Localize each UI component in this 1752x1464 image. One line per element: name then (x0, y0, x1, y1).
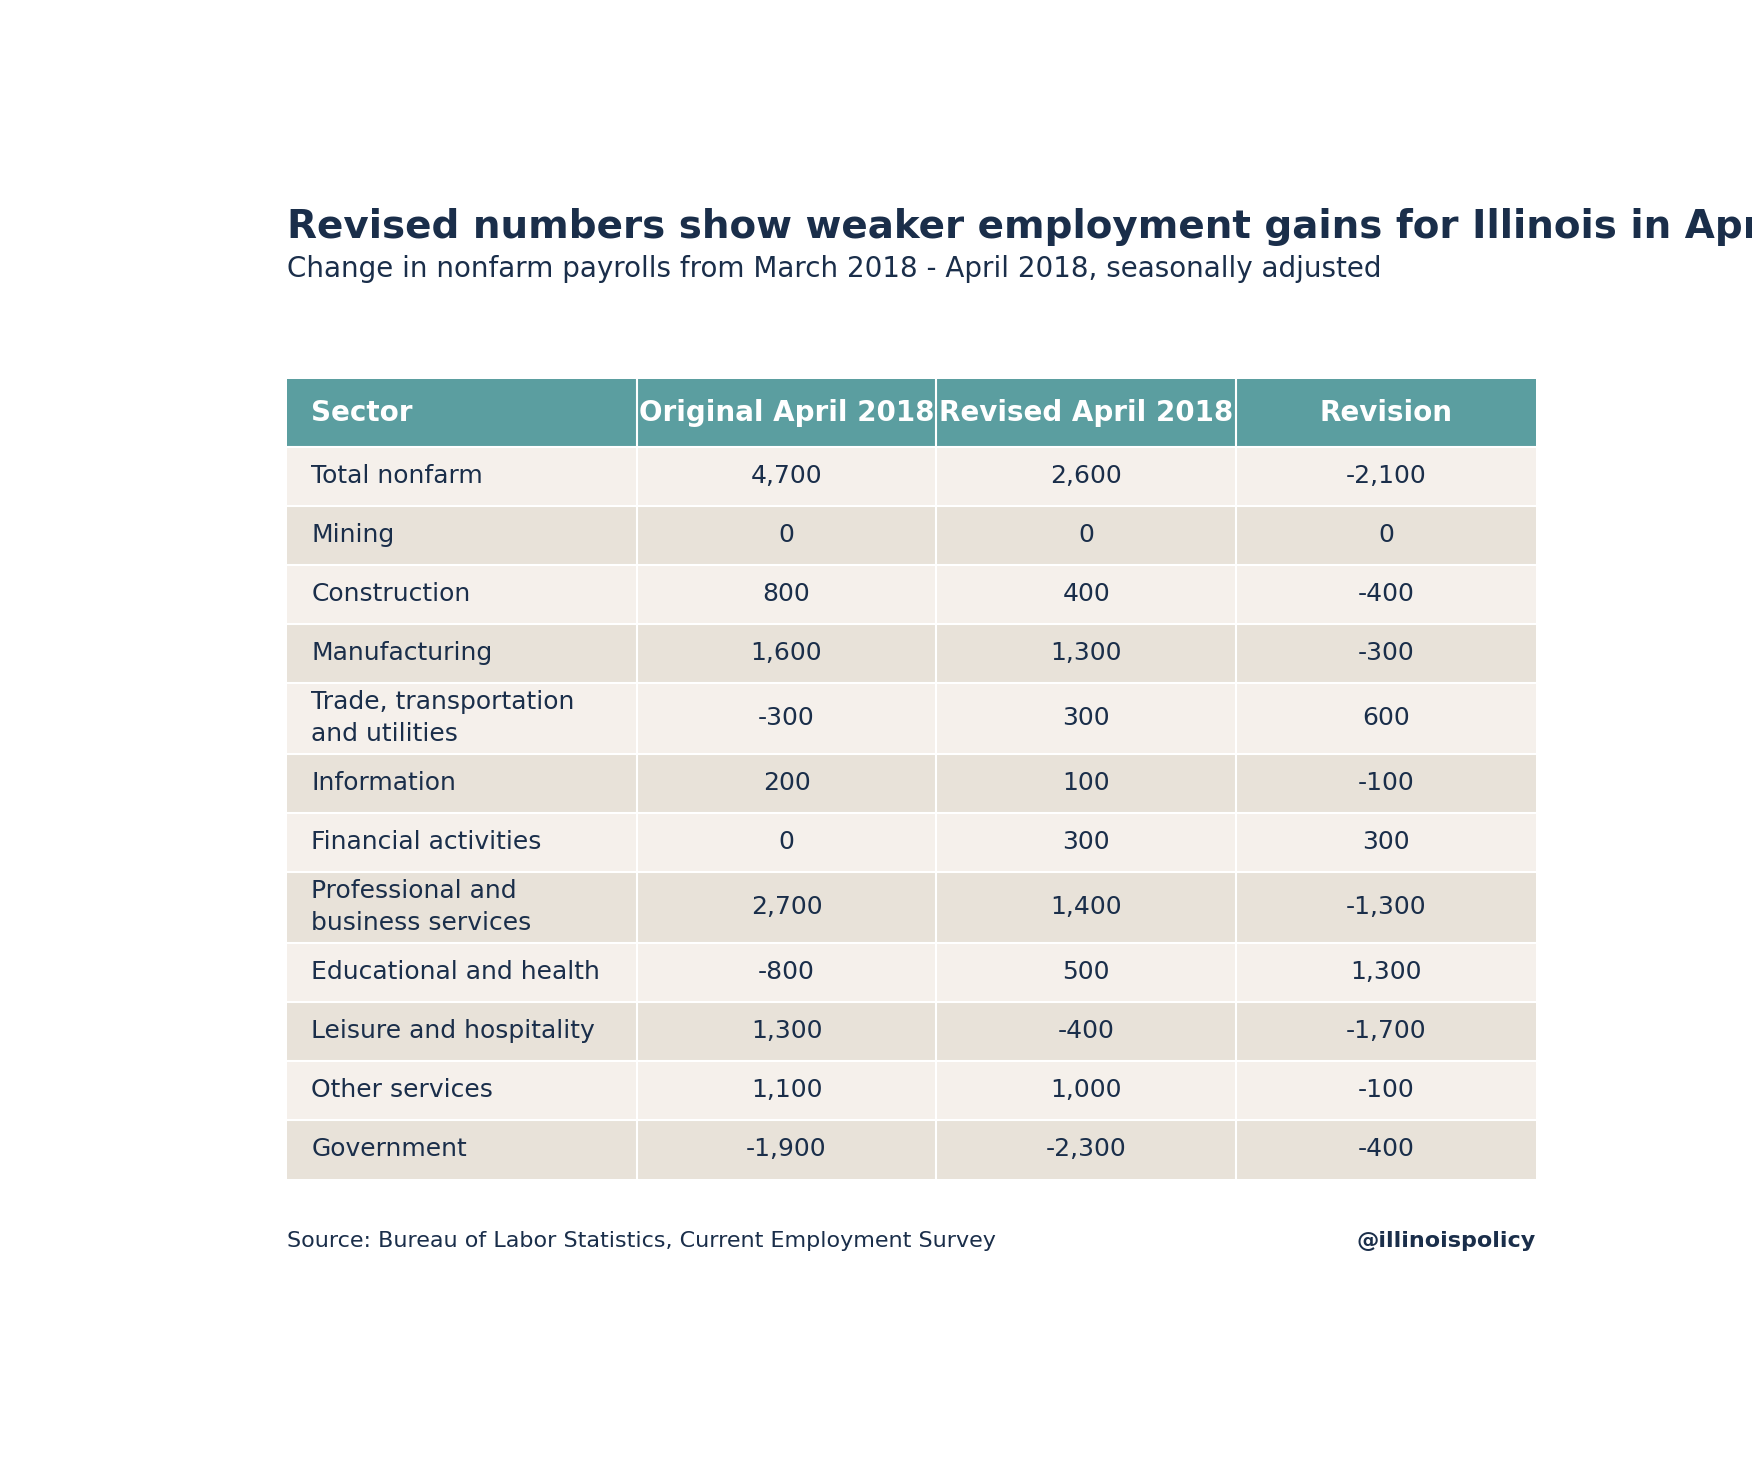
Text: 200: 200 (762, 772, 811, 795)
Text: 600: 600 (1363, 706, 1410, 731)
Text: 300: 300 (1363, 830, 1410, 855)
Bar (287, 754, 1537, 813)
Text: 1,000: 1,000 (1051, 1079, 1121, 1102)
Text: Government: Government (312, 1138, 468, 1161)
Text: Total nonfarm: Total nonfarm (312, 464, 484, 488)
Text: -400: -400 (1358, 1138, 1414, 1161)
Text: -300: -300 (1358, 641, 1414, 665)
Text: Leisure and hospitality: Leisure and hospitality (312, 1019, 596, 1044)
Text: 500: 500 (1063, 960, 1111, 984)
Text: Change in nonfarm payrolls from March 2018 - April 2018, seasonally adjusted: Change in nonfarm payrolls from March 20… (287, 255, 1381, 283)
Text: Original April 2018: Original April 2018 (639, 398, 934, 426)
Text: -2,300: -2,300 (1046, 1138, 1127, 1161)
Text: Educational and health: Educational and health (312, 960, 601, 984)
Text: 1,100: 1,100 (752, 1079, 822, 1102)
Bar (287, 379, 1537, 447)
Bar (287, 505, 1537, 565)
Text: @illinoispolicy: @illinoispolicy (1356, 1231, 1537, 1250)
Text: 1,300: 1,300 (752, 1019, 822, 1044)
Bar (287, 624, 1537, 682)
Text: -1,700: -1,700 (1346, 1019, 1426, 1044)
Text: -800: -800 (759, 960, 815, 984)
Text: 2,700: 2,700 (752, 896, 822, 919)
Text: 300: 300 (1062, 706, 1111, 731)
Text: 1,300: 1,300 (1051, 641, 1121, 665)
Text: 0: 0 (1079, 523, 1095, 548)
Bar (287, 1001, 1537, 1061)
Text: -100: -100 (1358, 772, 1414, 795)
Bar (287, 1120, 1537, 1179)
Bar (287, 943, 1537, 1001)
Text: -400: -400 (1358, 583, 1414, 606)
Text: 0: 0 (1379, 523, 1395, 548)
Bar (287, 813, 1537, 873)
Text: -2,100: -2,100 (1346, 464, 1426, 488)
Text: 1,300: 1,300 (1351, 960, 1423, 984)
Text: 0: 0 (778, 523, 794, 548)
Text: 2,600: 2,600 (1051, 464, 1123, 488)
Text: Information: Information (312, 772, 456, 795)
Text: 100: 100 (1062, 772, 1111, 795)
Text: -1,900: -1,900 (746, 1138, 827, 1161)
Text: 4,700: 4,700 (752, 464, 822, 488)
Text: Professional and
business services: Professional and business services (312, 880, 531, 935)
Bar (287, 682, 1537, 754)
Bar (287, 873, 1537, 943)
Text: Financial activities: Financial activities (312, 830, 541, 855)
Text: Manufacturing: Manufacturing (312, 641, 492, 665)
Text: Trade, transportation
and utilities: Trade, transportation and utilities (312, 691, 575, 747)
Text: Revised April 2018: Revised April 2018 (939, 398, 1233, 426)
Bar (287, 565, 1537, 624)
Text: 0: 0 (778, 830, 794, 855)
Text: 400: 400 (1062, 583, 1111, 606)
Bar (287, 1061, 1537, 1120)
Text: Revised numbers show weaker employment gains for Illinois in April: Revised numbers show weaker employment g… (287, 208, 1752, 246)
Text: Sector: Sector (312, 398, 413, 426)
Bar (287, 447, 1537, 505)
Text: -100: -100 (1358, 1079, 1414, 1102)
Text: Construction: Construction (312, 583, 471, 606)
Text: 1,400: 1,400 (1051, 896, 1123, 919)
Text: -400: -400 (1058, 1019, 1114, 1044)
Text: Mining: Mining (312, 523, 394, 548)
Text: -300: -300 (759, 706, 815, 731)
Text: Other services: Other services (312, 1079, 494, 1102)
Text: Source: Bureau of Labor Statistics, Current Employment Survey: Source: Bureau of Labor Statistics, Curr… (287, 1231, 995, 1250)
Text: Revision: Revision (1319, 398, 1452, 426)
Text: 1,600: 1,600 (752, 641, 822, 665)
Text: 300: 300 (1062, 830, 1111, 855)
Text: -1,300: -1,300 (1346, 896, 1426, 919)
Text: 800: 800 (762, 583, 811, 606)
